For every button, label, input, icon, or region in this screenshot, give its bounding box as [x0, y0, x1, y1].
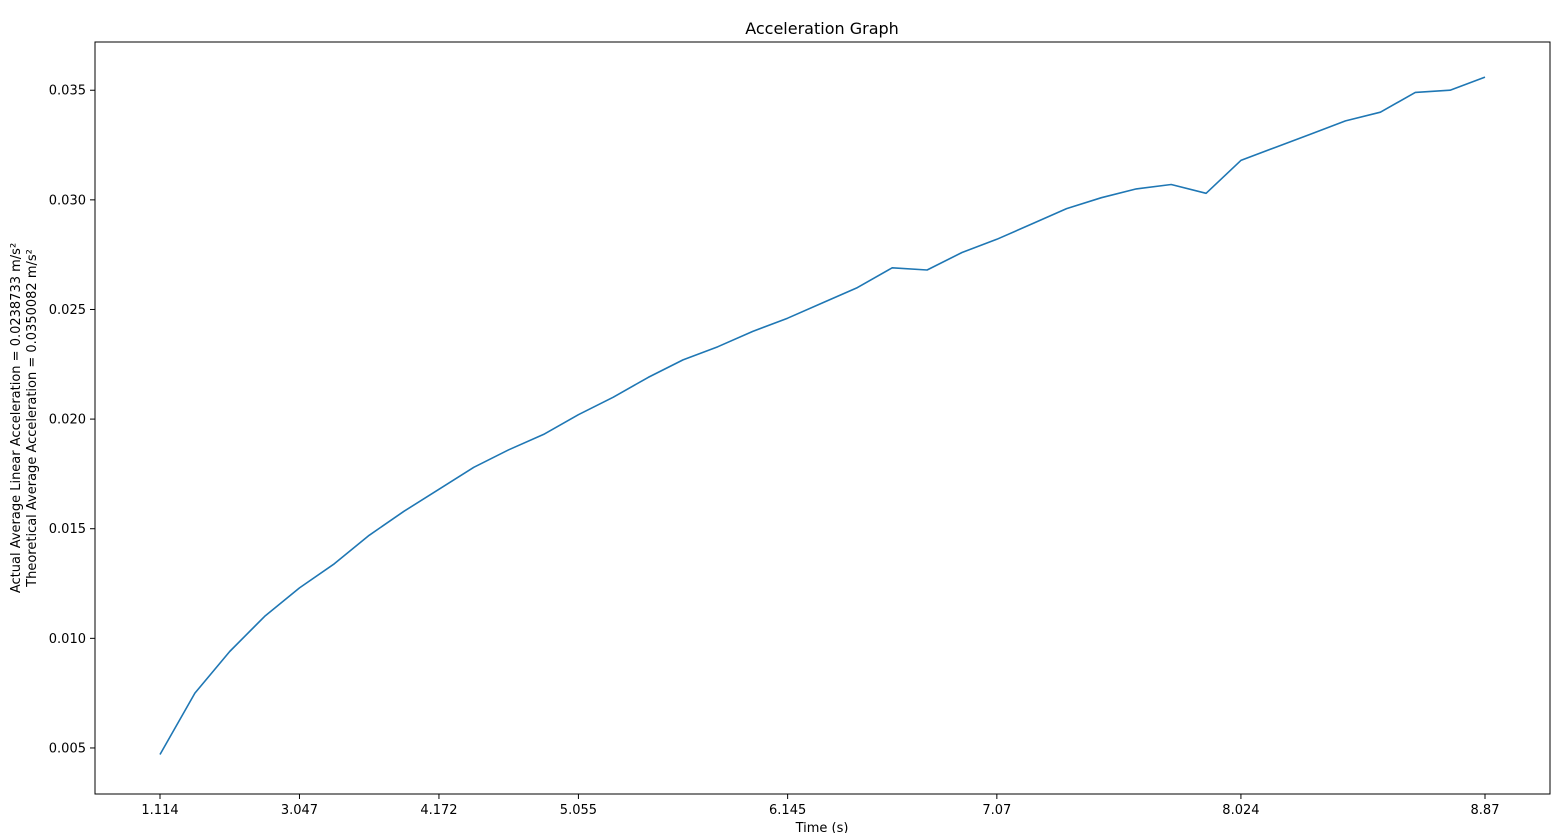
y-tick-label: 0.015	[49, 522, 86, 537]
x-tick-label: 1.114	[141, 803, 178, 818]
y-tick-label: 0.010	[49, 632, 86, 647]
x-tick-label: 6.145	[769, 803, 806, 818]
y-tick-label: 0.025	[49, 303, 86, 318]
chart-title: Acceleration Graph	[745, 19, 899, 38]
x-axis-ticks: 1.114 3.047 4.172 5.055 6.145 7.07 8.024 8.87	[141, 794, 1499, 818]
y-tick-label: 0.020	[49, 413, 86, 428]
y-axis-ticks: 0.005 0.010 0.015 0.020 0.025 0.030 0.035	[49, 84, 95, 756]
y-tick-label: 0.035	[49, 84, 86, 99]
plot-frame	[94, 41, 1551, 795]
x-tick-label: 7.07	[982, 803, 1011, 818]
y-axis-label-line-1: Actual Average Linear Acceleration = 0.0…	[9, 243, 24, 593]
x-tick-label: 8.87	[1471, 803, 1500, 818]
series-line	[159, 76, 1486, 755]
x-tick-label: 8.024	[1222, 803, 1259, 818]
x-axis-label: Time (s)	[795, 821, 849, 833]
y-tick-label: 0.005	[49, 741, 86, 756]
plot-area	[94, 41, 1551, 795]
x-tick-label: 5.055	[560, 803, 597, 818]
y-axis-label: Actual Average Linear Acceleration = 0.0…	[9, 243, 40, 593]
x-tick-label: 3.047	[281, 803, 318, 818]
y-tick-label: 0.030	[49, 193, 86, 208]
y-axis-label-line-2: Theoretical Average Acceleration = 0.035…	[25, 249, 40, 588]
x-tick-label: 4.172	[420, 803, 457, 818]
